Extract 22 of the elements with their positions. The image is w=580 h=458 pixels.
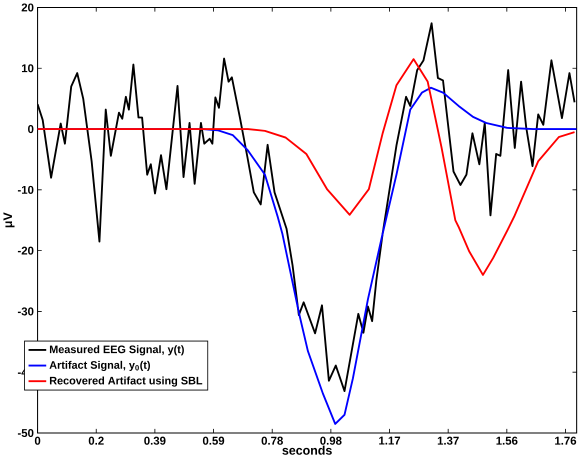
y-tick-label: 0 <box>28 124 34 133</box>
legend-label: Measured EEG Signal, y(t) <box>50 345 184 356</box>
x-tick-label: 1.56 <box>496 436 518 445</box>
x-tick-label: 1.17 <box>379 436 400 444</box>
x-tick-label: 0.59 <box>202 436 224 445</box>
x-tick-label: 0.2 <box>88 436 104 445</box>
y-tick-label: -10 <box>18 186 34 194</box>
y-tick-label: 10 <box>22 64 34 72</box>
x-axis-title: seconds <box>282 446 332 455</box>
y-tick-label: -50 <box>18 428 34 437</box>
x-tick-label: 0.78 <box>262 436 283 445</box>
x-tick-label: 0.98 <box>320 436 342 445</box>
x-tick-label: 0 <box>34 436 40 445</box>
y-tick-label: -20 <box>18 246 34 255</box>
legend-label: Recovered Artifact using SBL <box>50 376 202 387</box>
x-tick-label: 0.39 <box>144 436 166 445</box>
x-tick-label: 1.76 <box>555 436 576 445</box>
legend-label: Artifact Signal, y$_{0}$(t) <box>49 360 150 371</box>
y-tick-label: 20 <box>22 3 34 12</box>
y-tick-label: -30 <box>18 307 34 316</box>
y-axis-title: μV <box>3 212 15 228</box>
x-tick-label: 1.37 <box>438 436 459 445</box>
